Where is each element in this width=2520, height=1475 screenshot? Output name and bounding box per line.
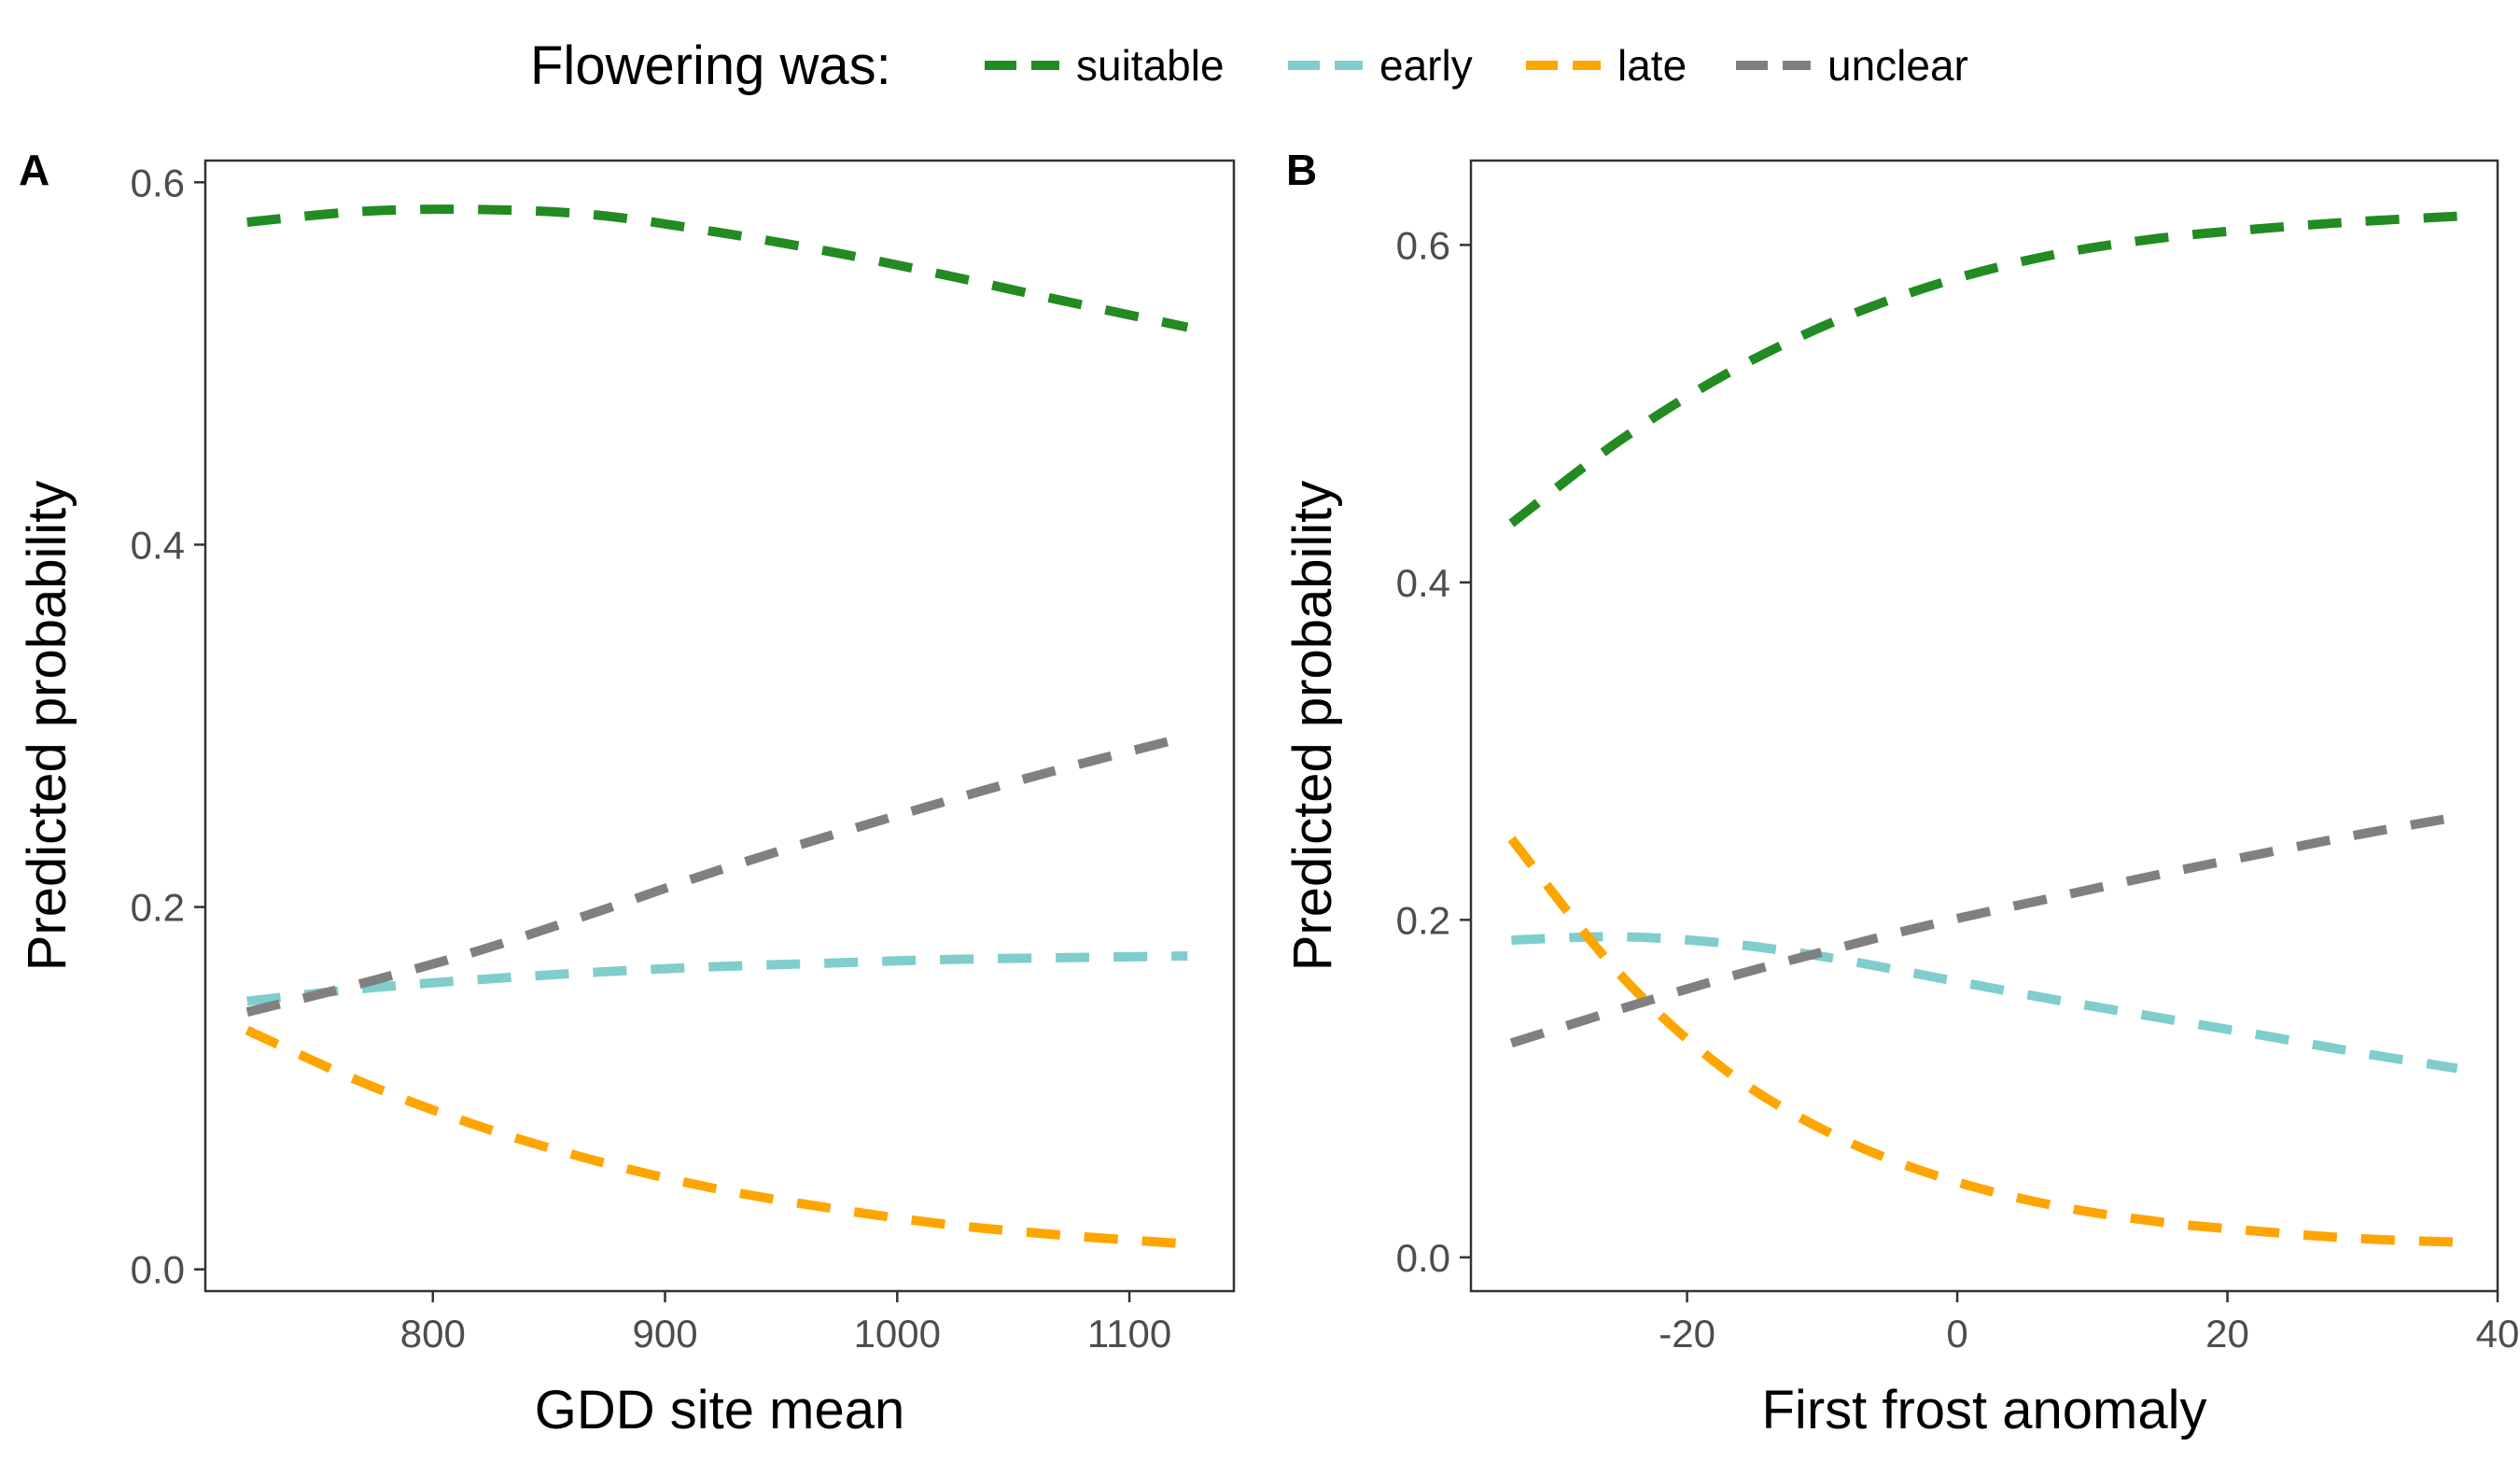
y-tick-label: 0.2 — [131, 886, 185, 930]
x-tick-label: 1000 — [854, 1312, 941, 1356]
y-tick-label: 0.0 — [131, 1248, 185, 1292]
legend-item-unclear: unclear — [1736, 41, 1968, 90]
series-line-unclear — [245, 732, 1189, 1017]
legend-label-suitable: suitable — [1076, 41, 1225, 90]
y-axis-title: Predicted probability — [1282, 481, 1343, 972]
y-tick-label: 0.4 — [131, 523, 185, 567]
legend-label-unclear: unclear — [1827, 41, 1968, 90]
x-tick-label: 900 — [633, 1312, 698, 1356]
legend-item-suitable: suitable — [985, 41, 1225, 90]
series-line-late — [245, 1025, 1188, 1249]
panel-a: A 800 900 1000 1100 0.0 0.2 0.4 0.6 GDD site mean… — [17, 146, 1236, 1440]
series-line-suitable — [246, 204, 1189, 332]
panel-tag-b: B — [1286, 146, 1317, 194]
legend-title: Flowering was: — [530, 35, 891, 96]
y-tick-label: 0.6 — [1396, 223, 1450, 267]
legend-label-late: late — [1617, 41, 1687, 90]
x-axis-title: GDD site mean — [535, 1380, 904, 1440]
x-tick-label: 0 — [1946, 1312, 1967, 1356]
y-tick-label: 0.6 — [131, 161, 185, 204]
x-tick-label: 40 — [2476, 1312, 2520, 1356]
y-tick-label: 0.0 — [1396, 1236, 1450, 1280]
x-tick-label: 1100 — [1087, 1312, 1171, 1356]
y-tick-label: 0.4 — [1396, 561, 1450, 605]
x-tick-label: 20 — [2205, 1312, 2249, 1356]
panel-b: B -20 0 20 40 0.0 0.2 0.4 0.6 First frost anomaly… — [1282, 146, 2519, 1440]
x-tick-label: -20 — [1659, 1312, 1715, 1356]
legend-label-early: early — [1379, 41, 1473, 90]
legend-item-early: early — [1288, 41, 1473, 90]
series-group — [245, 204, 1189, 1249]
series-line-early — [246, 950, 1188, 1006]
series-line-suitable — [1508, 211, 2457, 527]
series-line-unclear — [1509, 812, 2458, 1048]
panel-tag-a: A — [19, 146, 49, 194]
plot-frame — [203, 159, 1236, 1293]
series-line-early — [1511, 932, 2458, 1074]
legend-item-late: late — [1526, 41, 1687, 90]
x-tick-label: 800 — [400, 1312, 466, 1356]
series-line-late — [1507, 836, 2457, 1247]
legend: Flowering was: suitable early late unclear — [530, 35, 1968, 96]
series-group — [1507, 211, 2458, 1247]
y-tick-label: 0.2 — [1396, 898, 1450, 942]
plot-frame — [1469, 159, 2499, 1293]
x-axis-title: First frost anomaly — [1762, 1380, 2207, 1440]
y-axis-title: Predicted probability — [17, 481, 77, 972]
